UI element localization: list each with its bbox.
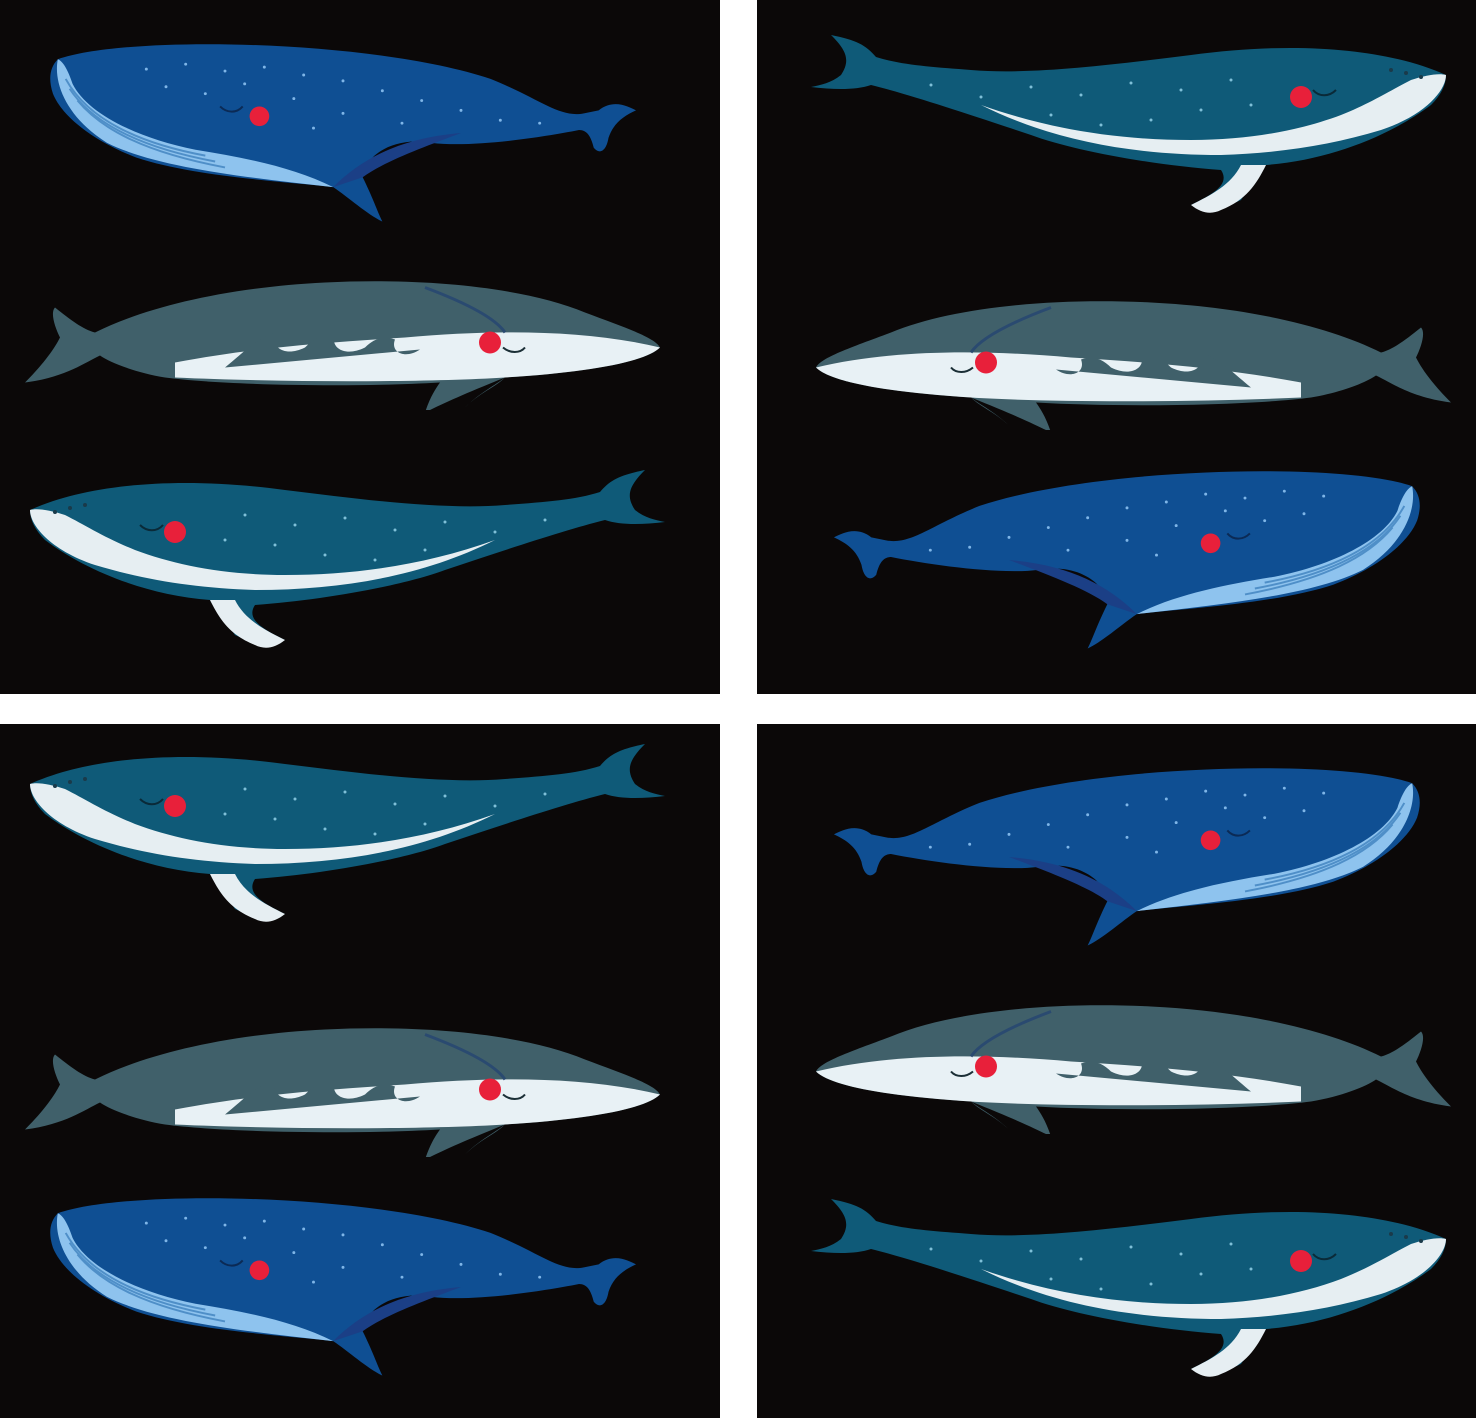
blue-whale <box>49 43 638 223</box>
humpback-whale <box>811 1197 1448 1378</box>
fin-whale <box>25 279 662 410</box>
panel-bottom-left <box>0 724 720 1418</box>
blue-whale <box>832 470 1421 650</box>
panel-top-right <box>757 0 1476 694</box>
blue-whale <box>832 767 1421 947</box>
humpback-whale <box>811 33 1448 214</box>
fin-whale <box>814 1003 1451 1134</box>
fin-whale <box>25 1026 662 1157</box>
humpback-whale <box>29 470 665 649</box>
humpback-whale <box>28 742 665 923</box>
panel-bottom-right <box>757 724 1476 1418</box>
fin-whale <box>814 299 1451 430</box>
blue-whale <box>49 1197 638 1377</box>
panel-top-left <box>0 0 720 694</box>
